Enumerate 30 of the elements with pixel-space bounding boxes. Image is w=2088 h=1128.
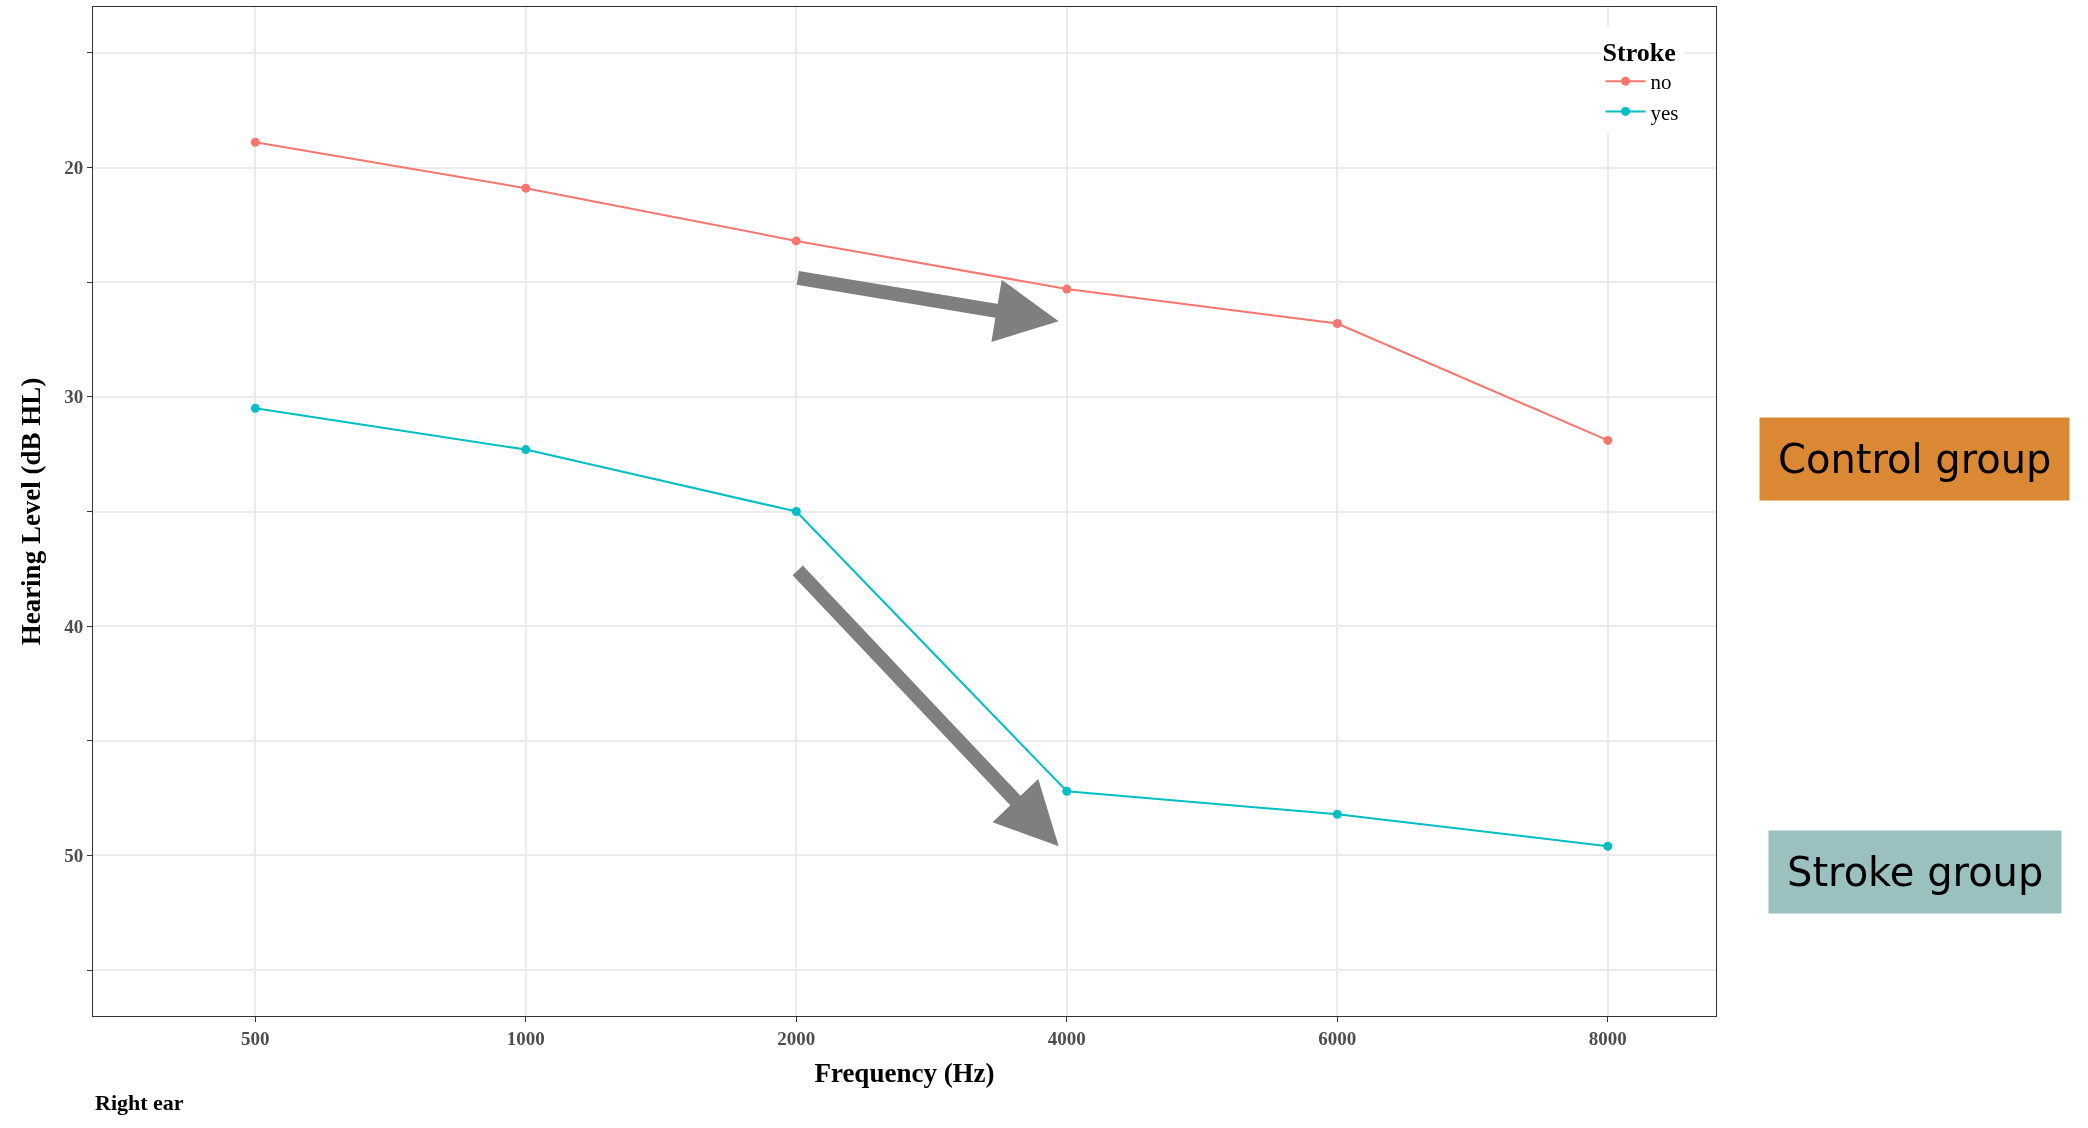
point bbox=[521, 183, 531, 193]
x-tick-label: 500 bbox=[241, 1027, 270, 1049]
point bbox=[250, 137, 260, 147]
x-tick-label: 6000 bbox=[1318, 1027, 1357, 1049]
x-tick-label: 4000 bbox=[1047, 1027, 1086, 1049]
point bbox=[521, 445, 531, 455]
text: Stroke group bbox=[1787, 849, 2044, 895]
y-tick-label: 50 bbox=[64, 845, 84, 867]
point bbox=[791, 507, 801, 516]
point bbox=[1332, 318, 1342, 328]
text: Control group bbox=[1778, 436, 2052, 482]
y-tick-label: 30 bbox=[64, 386, 84, 408]
legend-label: yes bbox=[1650, 100, 1679, 125]
legend-title: Stroke bbox=[1602, 37, 1676, 67]
point bbox=[250, 403, 260, 413]
text: Right ear bbox=[95, 1090, 184, 1115]
legend-label: no bbox=[1650, 70, 1672, 95]
y-tick-label: 40 bbox=[64, 615, 84, 637]
point bbox=[1332, 809, 1342, 819]
x-tick-label: 8000 bbox=[1588, 1027, 1627, 1049]
x-axis-title: Frequency (Hz) bbox=[814, 1058, 995, 1089]
point bbox=[1603, 435, 1613, 445]
point bbox=[791, 236, 801, 246]
x-tick-label: 2000 bbox=[777, 1027, 816, 1049]
y-tick-label: 20 bbox=[64, 157, 84, 179]
point bbox=[1062, 786, 1072, 796]
point bbox=[1603, 841, 1613, 851]
point bbox=[1062, 284, 1072, 294]
x-tick-label: 1000 bbox=[506, 1027, 545, 1049]
y-axis-title: Hearing Level (dB HL) bbox=[16, 377, 47, 646]
